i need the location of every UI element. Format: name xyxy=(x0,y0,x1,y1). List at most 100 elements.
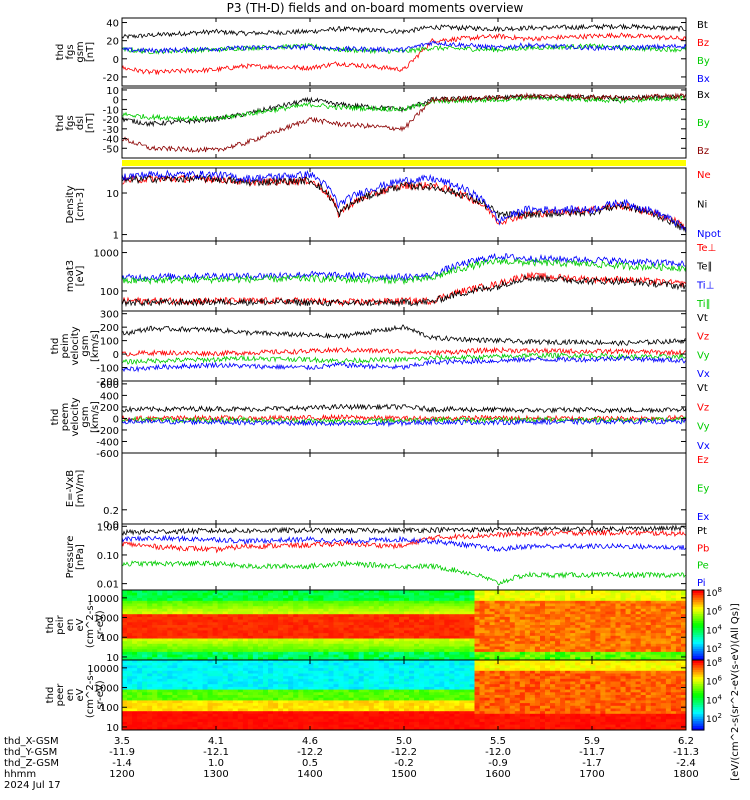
heatmap-cell xyxy=(192,657,199,660)
heatmap-cell xyxy=(499,592,506,596)
heatmap-cell xyxy=(605,633,611,637)
heatmap-cell xyxy=(333,719,340,723)
heatmap-cell xyxy=(152,625,158,629)
heatmap-cell xyxy=(247,670,254,675)
heatmap-cell xyxy=(268,665,274,669)
heatmap-cell xyxy=(227,627,234,631)
heatmap-cell xyxy=(313,649,319,653)
heatmap-cell xyxy=(323,654,329,658)
heatmap-cell xyxy=(283,595,289,599)
heatmap-cell xyxy=(650,611,657,615)
heatmap-cell xyxy=(650,630,657,634)
heatmap-cell xyxy=(177,665,183,669)
heatmap-cell xyxy=(373,614,380,618)
heatmap-cell xyxy=(283,670,289,675)
heatmap-cell xyxy=(122,721,128,726)
heatmap-cell xyxy=(252,595,259,599)
heatmap-cell xyxy=(157,716,163,720)
heatmap-cell xyxy=(323,716,329,720)
heatmap-cell xyxy=(298,603,304,607)
y-axis-label: thd xyxy=(50,409,61,426)
series-line-pi xyxy=(122,534,686,553)
heatmap-cell xyxy=(137,689,143,693)
heatmap-cell xyxy=(268,660,274,664)
heatmap-cell xyxy=(519,614,526,618)
heatmap-cell xyxy=(242,727,249,730)
heatmap-cell xyxy=(192,590,199,594)
heatmap-cell xyxy=(640,627,647,631)
heatmap-cell xyxy=(242,646,249,650)
heatmap-cell xyxy=(242,611,249,615)
heatmap-cell xyxy=(565,635,571,640)
heatmap-cell xyxy=(232,638,239,642)
heatmap-cell xyxy=(182,689,188,693)
heatmap-cell xyxy=(409,716,415,720)
heatmap-cell xyxy=(409,595,415,599)
heatmap-cell xyxy=(293,600,299,605)
heatmap-cell xyxy=(263,711,269,715)
heatmap-cell xyxy=(454,600,460,605)
heatmap-cell xyxy=(127,627,133,631)
heatmap-cell xyxy=(182,676,188,680)
heatmap-cell xyxy=(675,619,682,623)
heatmap-cell xyxy=(620,611,627,615)
heatmap-cell xyxy=(650,603,657,607)
heatmap-cell xyxy=(580,598,586,602)
heatmap-cell xyxy=(645,643,652,648)
heatmap-cell xyxy=(368,600,375,605)
heatmap-cell xyxy=(504,630,511,634)
heatmap-cell xyxy=(378,703,385,707)
heatmap-cell xyxy=(534,600,541,605)
heatmap-cell xyxy=(147,711,153,715)
heatmap-cell xyxy=(650,654,657,658)
heatmap-cell xyxy=(313,633,319,637)
heatmap-cell xyxy=(288,678,294,683)
heatmap-cell xyxy=(439,692,445,696)
heatmap-cell xyxy=(147,622,153,626)
heatmap-cell xyxy=(650,614,657,618)
heatmap-cell xyxy=(665,633,672,637)
heatmap-cell xyxy=(409,598,415,602)
heatmap-cell xyxy=(358,686,365,691)
heatmap-cell xyxy=(242,713,249,718)
heatmap-cell xyxy=(147,686,153,691)
heatmap-cell xyxy=(650,616,657,621)
heatmap-cell xyxy=(529,595,536,599)
heatmap-cell xyxy=(147,646,153,650)
heatmap-cell xyxy=(122,716,128,720)
heatmap-cell xyxy=(499,627,506,631)
heatmap-cell xyxy=(333,627,340,631)
heatmap-cell xyxy=(348,592,355,596)
heatmap-cell xyxy=(399,616,405,621)
heatmap-cell xyxy=(242,638,249,642)
heatmap-cell xyxy=(338,638,345,642)
heatmap-cell xyxy=(540,590,546,594)
heatmap-cell xyxy=(469,633,476,637)
heatmap-cell xyxy=(424,689,430,693)
heatmap-cell xyxy=(368,670,375,675)
heatmap-cell xyxy=(308,681,314,685)
heatmap-cell xyxy=(132,681,138,685)
heatmap-cell xyxy=(424,598,430,602)
heatmap-cell xyxy=(192,633,199,637)
legend-pe: Pe xyxy=(697,561,709,572)
heatmap-cell xyxy=(519,625,526,629)
heatmap-cell xyxy=(172,638,178,642)
heatmap-cell xyxy=(484,646,491,650)
series-group-temperature xyxy=(122,253,686,308)
heatmap-cell xyxy=(529,592,536,596)
heatmap-cell xyxy=(212,665,219,669)
heatmap-cell xyxy=(555,651,561,656)
heatmap-cell xyxy=(278,676,284,680)
heatmap-cell xyxy=(247,668,254,672)
heatmap-cell xyxy=(444,708,450,712)
heatmap-cell xyxy=(575,622,581,626)
heatmap-cell xyxy=(137,641,143,645)
heatmap-cell xyxy=(273,684,279,688)
heatmap-cell xyxy=(343,635,350,640)
heatmap-cell xyxy=(429,668,435,672)
heatmap-cell xyxy=(368,695,375,699)
heatmap-cell xyxy=(137,614,143,618)
heatmap-cell xyxy=(625,611,632,615)
heatmap-cell xyxy=(414,668,420,672)
